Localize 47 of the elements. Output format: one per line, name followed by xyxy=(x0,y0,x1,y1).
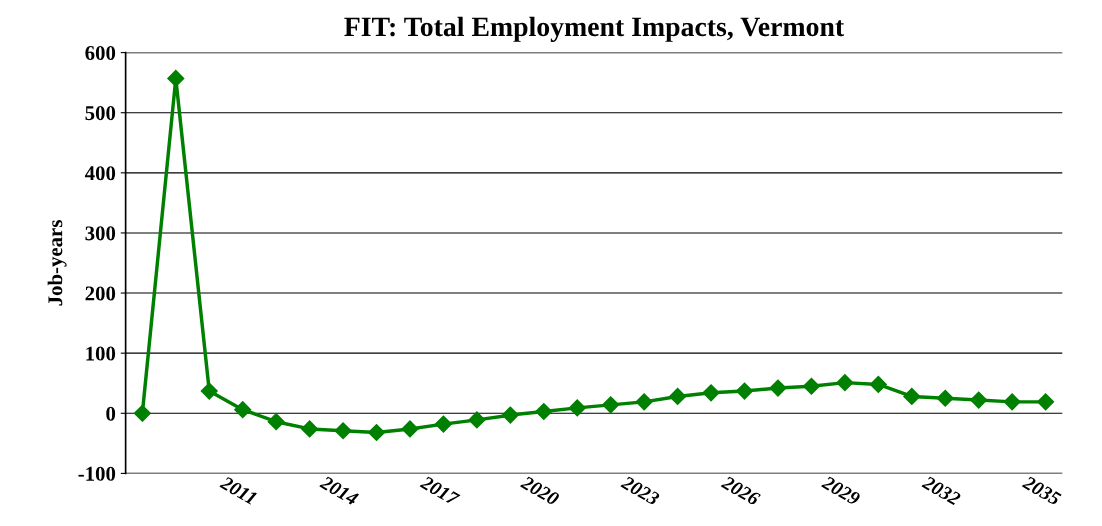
x-tick-label: 2011 xyxy=(219,475,258,505)
y-tick-label: 300 xyxy=(85,226,116,241)
point xyxy=(702,384,720,402)
y-tick-label: 500 xyxy=(85,106,116,121)
x-tick-label: 2029 xyxy=(820,475,862,506)
point xyxy=(200,382,218,400)
point xyxy=(267,413,285,431)
x-tick-label: 2026 xyxy=(720,475,762,507)
point xyxy=(334,422,352,440)
x-tick-label: 2032 xyxy=(921,475,962,506)
point xyxy=(903,387,921,406)
point xyxy=(635,393,653,411)
y-tick-label: 600 xyxy=(85,45,116,61)
point xyxy=(535,402,553,421)
y-tick-label: -100 xyxy=(78,466,116,481)
x-tick-label: 2020 xyxy=(519,475,561,506)
point xyxy=(367,423,386,442)
chart-title: FIT: Total Employment Impacts, Vermont xyxy=(344,16,845,42)
x-tick-label: 2017 xyxy=(419,475,461,507)
y-tick-label: 100 xyxy=(86,346,116,361)
y-tick-label: 200 xyxy=(85,286,116,301)
point xyxy=(301,420,319,438)
point xyxy=(1037,393,1055,411)
point xyxy=(568,399,586,417)
x-tick-label: 2023 xyxy=(620,475,661,506)
point xyxy=(836,374,854,392)
y-tick-label: 400 xyxy=(84,166,116,181)
y-tick-label: 0 xyxy=(106,406,116,421)
point xyxy=(1003,393,1021,411)
point xyxy=(468,411,486,429)
point xyxy=(401,420,419,438)
point xyxy=(802,377,820,395)
point xyxy=(769,379,787,397)
point xyxy=(970,391,988,409)
point xyxy=(434,415,452,433)
y-axis-title: Job-years xyxy=(47,220,67,306)
point xyxy=(167,69,185,88)
x-tick-label: 2014 xyxy=(319,475,360,506)
point xyxy=(234,401,252,419)
point xyxy=(501,406,519,424)
point xyxy=(133,404,151,422)
point xyxy=(602,396,620,414)
point xyxy=(936,389,954,407)
point xyxy=(669,387,687,406)
point xyxy=(735,382,754,400)
x-tick-label: 2035 xyxy=(1021,475,1062,506)
point xyxy=(869,375,887,393)
